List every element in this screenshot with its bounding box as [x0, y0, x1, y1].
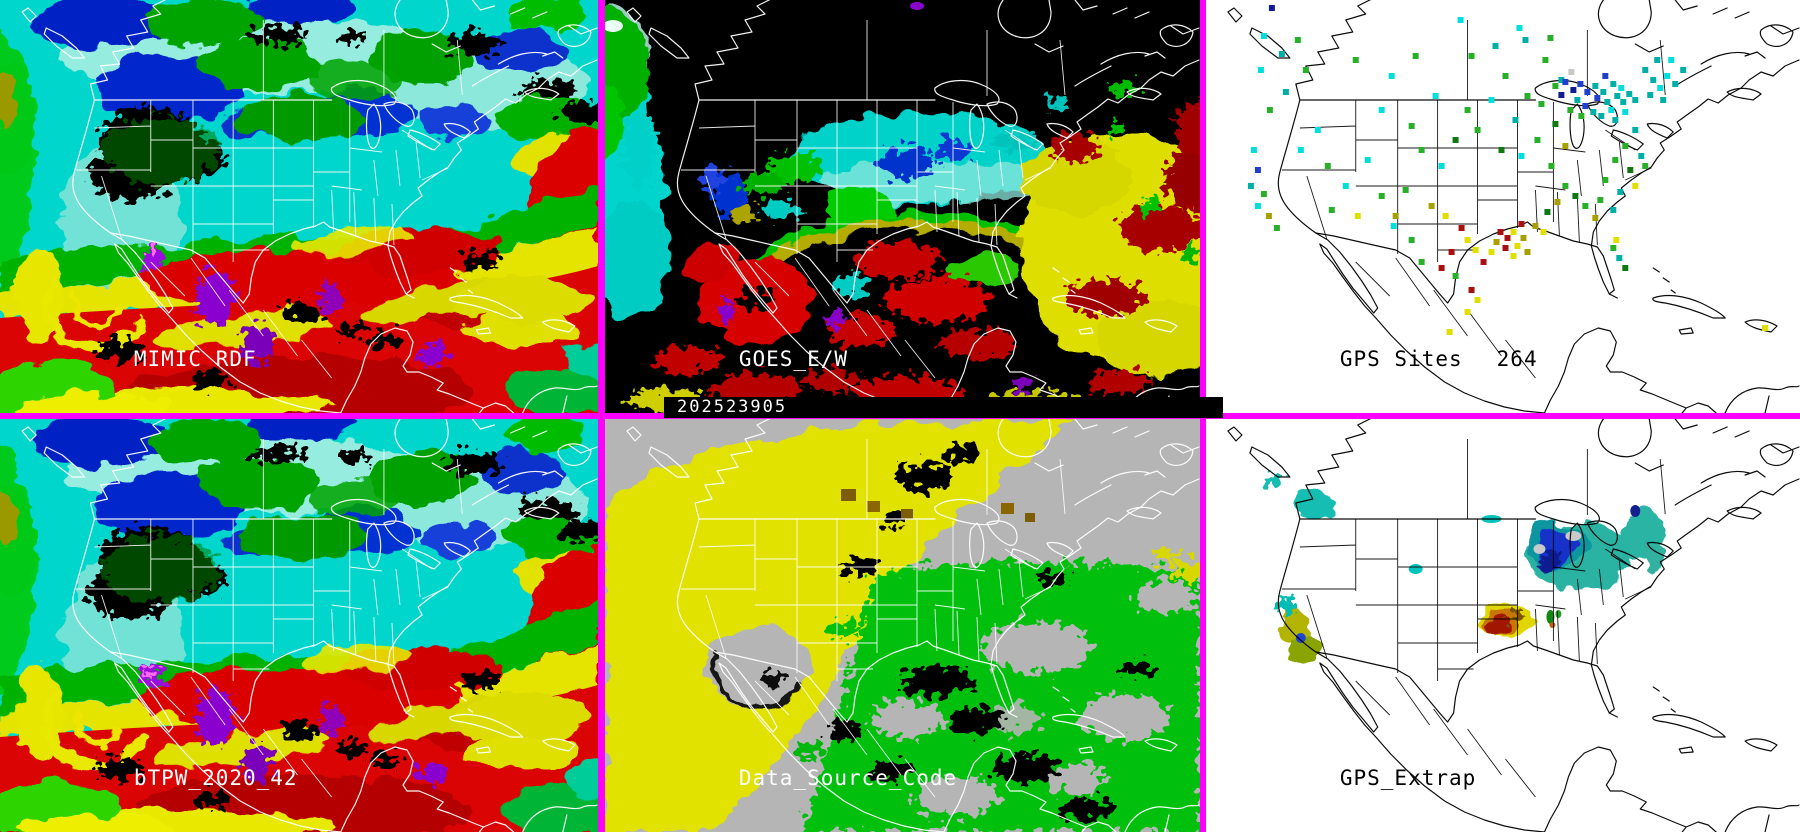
- field-blobs: [1261, 472, 1666, 664]
- panel-gps-extrap: GPS_Extrap: [1206, 419, 1800, 832]
- timestamp-text: 202523905: [677, 397, 788, 417]
- gps-sites-count: 264: [1496, 347, 1538, 371]
- dsc-label-text: Data_Source_Code: [738, 766, 958, 790]
- goes-label-text: GOES_E/W: [738, 347, 849, 371]
- mimic-label-text: MIMIC RDF: [133, 347, 257, 371]
- panel-btpw: bTPW_2020_42: [0, 419, 598, 832]
- panel-label-gps-sites: GPS Sites 264: [1258, 328, 1538, 391]
- gps-site-markers: [1247, 5, 1769, 335]
- btpw-map: [0, 419, 598, 832]
- panel-label-dsc: Data_Source_Code: [657, 747, 957, 810]
- panel-label-btpw: bTPW_2020_42: [52, 747, 298, 810]
- panel-goes: GOES_E/W: [605, 0, 1200, 413]
- panel-label-mimic: MIMIC RDF: [52, 328, 257, 391]
- field-blobs: [605, 419, 1200, 832]
- panel-mimic: MIMIC RDF: [0, 0, 598, 413]
- field-blobs: [0, 0, 598, 413]
- gps-extrap-map: [1206, 419, 1800, 832]
- panel-label-gps-extrap: GPS_Extrap: [1258, 747, 1476, 810]
- panel-gps-sites: GPS Sites 264: [1206, 0, 1800, 413]
- field-blobs: [0, 419, 598, 832]
- gps-extrap-label-text: GPS_Extrap: [1339, 766, 1477, 790]
- timestamp-bar: 202523905: [664, 397, 1223, 418]
- panel-label-goes: GOES_E/W: [657, 328, 848, 391]
- gps-sites-label-text: GPS Sites: [1339, 347, 1463, 371]
- gps-sites-map: [1206, 0, 1800, 413]
- btpw-label-text: bTPW_2020_42: [133, 766, 298, 790]
- panel-dsc: Data_Source_Code: [605, 419, 1200, 832]
- data-source-code-map: [605, 419, 1200, 832]
- mimic-tpw-map: [0, 0, 598, 413]
